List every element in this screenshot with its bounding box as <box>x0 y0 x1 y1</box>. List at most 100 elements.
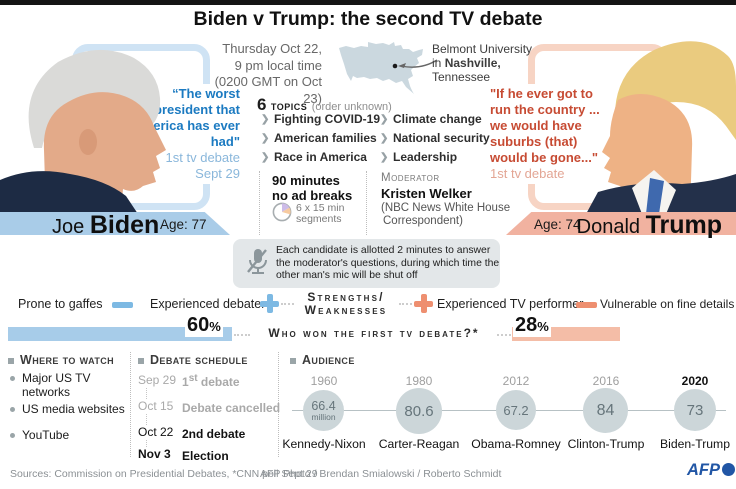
top-rule <box>0 0 736 5</box>
mic-rule-box <box>233 239 500 288</box>
schedule-timeline <box>146 379 147 447</box>
schedule-date: Nov 3 <box>138 447 174 461</box>
chevron-icon: ❯ <box>261 152 270 163</box>
dotted-connector <box>234 334 250 336</box>
trump-banner <box>506 212 736 235</box>
strengths-header-line1: Strengths/ <box>307 290 385 304</box>
topic-item: Fighting COVID-19 <box>274 112 380 126</box>
watch-header-label: Where to watch <box>20 353 115 367</box>
biden-hair <box>28 49 161 148</box>
trump-quote: "If he ever got to run the country ... w… <box>490 86 614 182</box>
biden-first-name: Joe <box>52 216 90 238</box>
topic-item: National security <box>393 131 490 145</box>
venue: Belmont University in Nashville, Tenness… <box>432 42 532 84</box>
audience-value: 84 <box>596 401 615 419</box>
biden-quote-date: Sept 29 <box>195 166 240 181</box>
audience-value: 80.6 <box>404 402 434 420</box>
audience-unit: million <box>311 412 336 422</box>
schedule-label-pre: 1 <box>182 375 189 389</box>
duration-line2: no ad breaks <box>272 188 353 203</box>
schedule-label-post: debate <box>197 375 240 389</box>
trump-tie <box>646 178 664 214</box>
sources-note: Sources: Commission on Presidential Deba… <box>10 468 318 480</box>
topics-count: 6 <box>257 95 267 114</box>
chevron-icon: ❯ <box>380 152 389 163</box>
biden-suit <box>0 171 138 214</box>
watch-item: YouTube <box>22 428 70 442</box>
poll-question: Who won the first tv debate?* <box>268 326 480 340</box>
trump-poll-number: 28 <box>515 314 538 336</box>
venue-line2: in Nashville, <box>432 56 532 70</box>
us-map-shape <box>339 42 423 94</box>
percent-sign: % <box>209 319 221 334</box>
clock-segments-icon <box>272 202 292 222</box>
dotted-connector <box>399 303 412 305</box>
page-title: Biden v Trump: the second TV debate <box>193 8 543 30</box>
biden-age: Age: 77 <box>160 217 207 232</box>
schedule-header-label: Debate schedule <box>150 353 248 367</box>
schedule-label-pre: 2nd debate <box>182 427 246 441</box>
audience-value: 73 <box>686 401 704 419</box>
audience-header-label: Audience <box>302 353 355 367</box>
audience-bubble: 67.2 <box>496 390 536 430</box>
segments-line2: segments <box>296 213 342 225</box>
audience-year: 1980 <box>405 374 433 388</box>
moderator-name: Kristen Welker <box>381 186 472 201</box>
afp-logo: AFP <box>687 461 735 480</box>
biden-quote-source: 1st tv debate <box>165 150 240 165</box>
chevron-icon: ❯ <box>380 114 389 125</box>
clock-segment-orange <box>282 207 291 215</box>
topic-item: Race in America <box>274 150 367 164</box>
venue-arrowhead <box>398 63 406 68</box>
trump-last-name: Trump <box>645 211 722 239</box>
trump-poll-value: 28% <box>513 315 551 337</box>
topic-item: Climate change <box>393 112 482 126</box>
trump-quote-text: "If he ever got to run the country ... w… <box>490 86 600 165</box>
dotted-connector <box>497 334 511 336</box>
dot-bullet-icon <box>10 407 15 412</box>
schedule-date: Sep 29 <box>138 373 180 387</box>
trump-quote-source: 1st tv debate <box>490 166 565 181</box>
segments-line1: 6 x 15 min <box>296 202 345 214</box>
audience-matchup: Obama-Romney <box>471 437 561 451</box>
schedule-label-pre: Election <box>182 449 229 463</box>
biden-banner <box>0 212 230 235</box>
audience-bubble: 66.4 million <box>303 390 344 431</box>
datetime-line1: Thursday Oct 22, <box>222 41 322 56</box>
schedule-date: Oct 22 <box>138 425 177 439</box>
schedule-label: 2nd debate <box>182 425 245 441</box>
venue-line3: Tennessee <box>432 70 491 84</box>
moderator-desc2: Correspondent) <box>383 215 463 227</box>
biden-quote: “The worst president that America has ev… <box>126 86 240 182</box>
biden-quote-text: “The worst president that America has ev… <box>132 86 240 149</box>
schedule-date: Oct 15 <box>138 399 177 413</box>
audience-bubble: 73 <box>674 389 716 431</box>
divider-dotted <box>259 171 260 235</box>
schedule-label: 1st debate <box>182 373 240 389</box>
chevron-icon: ❯ <box>380 133 389 144</box>
schedule-label-pre: Debate cancelled <box>182 401 281 415</box>
trump-strength-label: Experienced TV performer <box>437 297 584 311</box>
audience-matchup: Kennedy-Nixon <box>282 437 366 451</box>
muted-mic-icon <box>247 249 267 274</box>
strengths-weaknesses-header: Strengths/ Weaknesses <box>293 291 399 317</box>
percent-sign: % <box>537 319 549 334</box>
minus-icon <box>576 302 597 308</box>
clock-segment-purple <box>282 203 290 212</box>
duration-line1: 90 minutes <box>272 173 340 188</box>
biden-ear <box>79 129 97 155</box>
moderator-label: Moderator <box>381 172 440 184</box>
column-separator <box>278 352 279 457</box>
biden-photo <box>0 49 166 214</box>
audience-header: Audience <box>290 353 355 367</box>
afp-logo-dot-icon <box>722 463 735 476</box>
biden-poll-bar <box>8 327 232 341</box>
mic-rule-text: Each candidate is allotted 2 minutes to … <box>276 245 500 282</box>
square-bullet-icon <box>138 358 144 364</box>
us-map-icon <box>339 42 438 94</box>
plus-icon <box>414 294 433 313</box>
audience-matchup: Carter-Reagan <box>378 437 460 451</box>
schedule-header: Debate schedule <box>138 353 248 367</box>
trump-weakness-label: Vulnerable on fine details <box>600 297 735 311</box>
